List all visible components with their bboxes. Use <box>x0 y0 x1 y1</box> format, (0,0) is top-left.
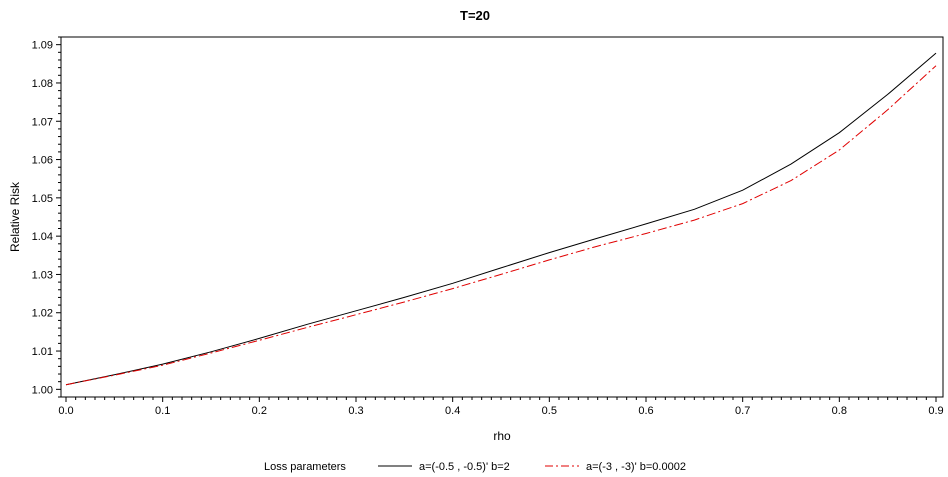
x-axis-label: rho <box>493 429 511 443</box>
plot-frame <box>60 36 944 398</box>
y-tick-label: 1.07 <box>32 116 53 128</box>
y-tick-label: 1.04 <box>32 231 53 243</box>
series-group <box>65 52 937 386</box>
x-tick-label: 0.9 <box>928 405 943 417</box>
x-tick-label: 0.2 <box>252 405 267 417</box>
y-tick-label: 1.03 <box>32 269 53 281</box>
y-tick-label: 1.02 <box>32 308 53 320</box>
y-tick-label: 1.06 <box>32 155 53 167</box>
series-line-2 <box>65 65 937 386</box>
x-tick-label: 0.6 <box>638 405 653 417</box>
series-line-1 <box>65 52 937 386</box>
x-tick-label: 0.7 <box>735 405 750 417</box>
legend-entry-1: a=(-0.5 , -0.5)' b=2 <box>419 461 510 473</box>
legend-title: Loss parameters <box>264 461 346 473</box>
x-tick-label: 0.8 <box>832 405 847 417</box>
x-axis: 0.0 0.1 0.2 0.3 0.4 0.5 0.6 0.7 0.8 0.9 <box>58 397 944 417</box>
chart-title: T=20 <box>460 8 490 23</box>
y-axis-label: Relative Risk <box>8 181 22 252</box>
y-axis: 1.00 1.01 1.02 1.03 1.04 1.05 1.06 1.07 1.08 1.09 <box>32 36 61 398</box>
y-tick-label: 1.09 <box>32 40 53 52</box>
x-tick-label: 0.4 <box>445 405 460 417</box>
y-tick-label: 1.00 <box>32 384 53 396</box>
x-tick-label: 0.3 <box>348 405 363 417</box>
legend-entry-2: a=(-3 , -3)' b=0.0002 <box>586 461 686 473</box>
x-tick-label: 0.5 <box>542 405 557 417</box>
x-tick-label: 0.0 <box>58 405 73 417</box>
y-tick-label: 1.01 <box>32 346 53 358</box>
legend: Loss parameters a=(-0.5 , -0.5)' b=2 a=(… <box>264 461 686 473</box>
x-tick-label: 0.1 <box>155 405 170 417</box>
y-tick-label: 1.05 <box>32 193 53 205</box>
y-tick-label: 1.08 <box>32 78 53 90</box>
